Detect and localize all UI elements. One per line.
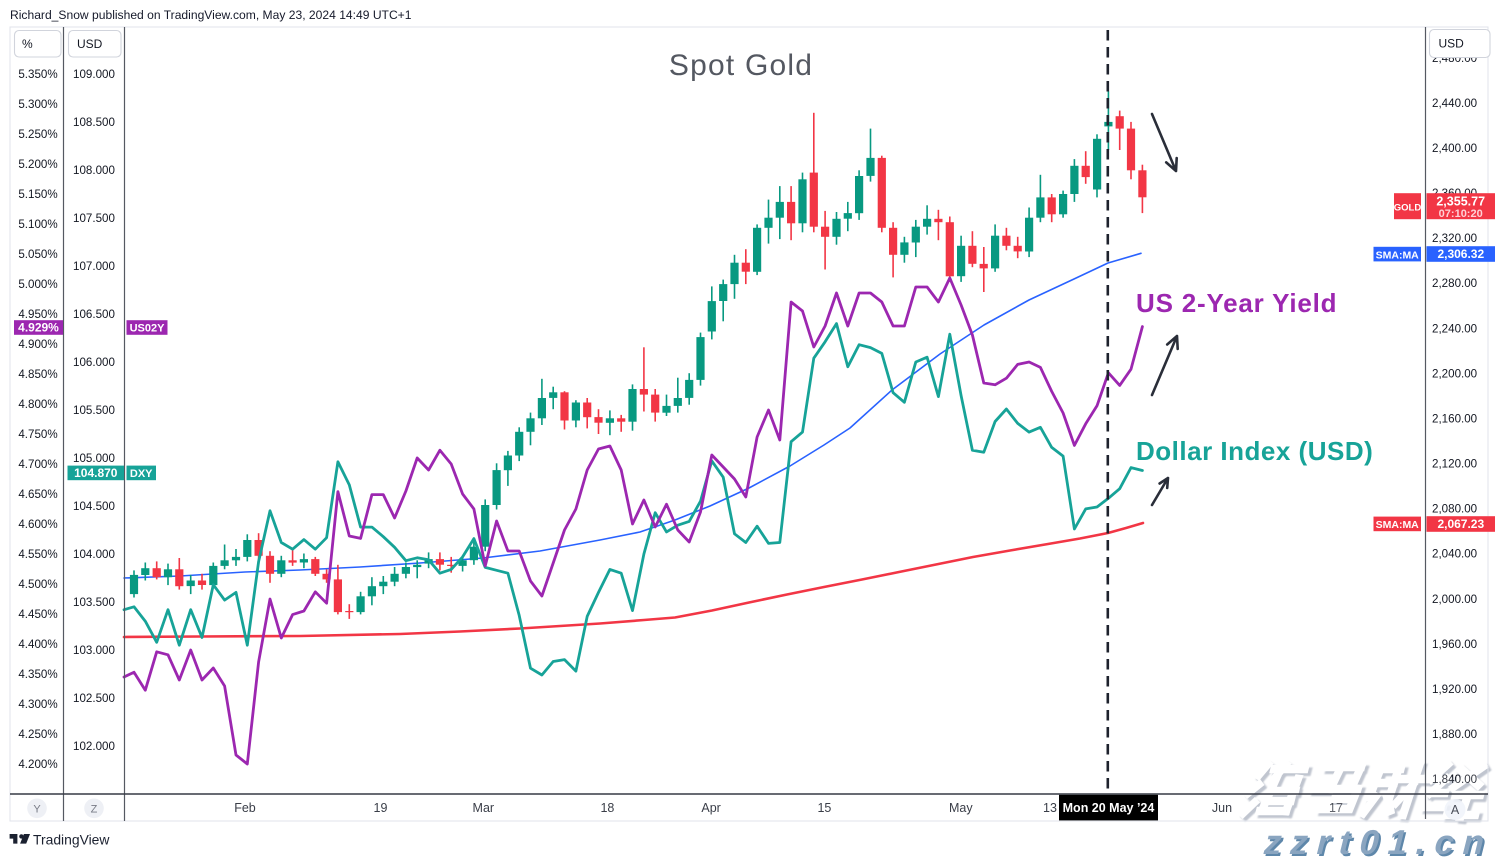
- svg-text:107.500: 107.500: [73, 212, 115, 225]
- svg-text:108.000: 108.000: [73, 164, 115, 177]
- svg-text:2,080.00: 2,080.00: [1432, 503, 1477, 516]
- svg-text:4.350%: 4.350%: [18, 668, 57, 681]
- svg-text:2,067.23: 2,067.23: [1437, 517, 1484, 531]
- svg-text:Feb: Feb: [234, 801, 256, 815]
- svg-text:104.870: 104.870: [74, 466, 118, 480]
- svg-text:104.000: 104.000: [73, 548, 115, 561]
- svg-text:5.350%: 5.350%: [18, 68, 57, 81]
- svg-text:2,320.00: 2,320.00: [1432, 232, 1477, 245]
- svg-text:4.700%: 4.700%: [18, 458, 57, 471]
- svg-text:2,200.00: 2,200.00: [1432, 367, 1477, 380]
- svg-text:13: 13: [1043, 801, 1057, 815]
- svg-text:4.950%: 4.950%: [18, 308, 57, 321]
- svg-text:07:10:20: 07:10:20: [1439, 208, 1483, 220]
- svg-text:Y: Y: [33, 803, 41, 815]
- svg-text:5.000%: 5.000%: [18, 278, 57, 291]
- svg-text:5.250%: 5.250%: [18, 128, 57, 141]
- svg-text:1,840.00: 1,840.00: [1432, 773, 1477, 786]
- svg-text:2,040.00: 2,040.00: [1432, 548, 1477, 561]
- svg-text:Richard_Snow published on Trad: Richard_Snow published on TradingView.co…: [10, 8, 412, 22]
- svg-text:106.000: 106.000: [73, 356, 115, 369]
- svg-text:May: May: [949, 801, 973, 815]
- svg-text:4.800%: 4.800%: [18, 398, 57, 411]
- svg-text:5.050%: 5.050%: [18, 248, 57, 261]
- svg-text:102.000: 102.000: [73, 740, 115, 753]
- svg-text:2,000.00: 2,000.00: [1432, 593, 1477, 606]
- svg-text:4.450%: 4.450%: [18, 608, 57, 621]
- svg-text:2,160.00: 2,160.00: [1432, 413, 1477, 426]
- svg-text:USD: USD: [77, 37, 103, 51]
- svg-text:2,306.32: 2,306.32: [1437, 247, 1484, 261]
- svg-text:5.150%: 5.150%: [18, 188, 57, 201]
- svg-text:TradingView: TradingView: [33, 831, 110, 847]
- svg-text:105.000: 105.000: [73, 452, 115, 465]
- svg-text:US02Y: US02Y: [130, 323, 166, 335]
- svg-text:4.250%: 4.250%: [18, 728, 57, 741]
- svg-text:1,960.00: 1,960.00: [1432, 638, 1477, 651]
- svg-text:4.200%: 4.200%: [18, 758, 57, 771]
- svg-text:SMA:MA: SMA:MA: [1376, 249, 1420, 261]
- svg-text:2,355.77: 2,355.77: [1436, 194, 1485, 208]
- svg-text:106.500: 106.500: [73, 308, 115, 321]
- svg-text:4.929%: 4.929%: [18, 321, 59, 335]
- svg-text:109.000: 109.000: [73, 68, 115, 81]
- svg-text:107.000: 107.000: [73, 260, 115, 273]
- svg-text:15: 15: [817, 801, 831, 815]
- svg-text:A: A: [1451, 803, 1460, 817]
- svg-text:4.500%: 4.500%: [18, 578, 57, 591]
- svg-text:18: 18: [600, 801, 614, 815]
- svg-text:Apr: Apr: [701, 801, 720, 815]
- svg-text:2,440.00: 2,440.00: [1432, 97, 1477, 110]
- svg-text:US 2-Year Yield: US 2-Year Yield: [1136, 288, 1337, 318]
- svg-text:4.650%: 4.650%: [18, 488, 57, 501]
- svg-text:4.400%: 4.400%: [18, 638, 57, 651]
- svg-text:zzrt01.cn: zzrt01.cn: [1260, 823, 1498, 857]
- svg-text:Mar: Mar: [473, 801, 495, 815]
- svg-text:103.500: 103.500: [73, 596, 115, 609]
- svg-text:Dollar Index (USD): Dollar Index (USD): [1136, 436, 1373, 466]
- svg-text:%: %: [22, 37, 33, 51]
- svg-text:4.600%: 4.600%: [18, 518, 57, 531]
- svg-text:104.500: 104.500: [73, 500, 115, 513]
- svg-text:zzrt01.cn: zzrt01.cn: [1262, 825, 1499, 857]
- svg-text:102.500: 102.500: [73, 692, 115, 705]
- svg-text:4.850%: 4.850%: [18, 368, 57, 381]
- svg-text:105.500: 105.500: [73, 404, 115, 417]
- svg-text:19: 19: [374, 801, 388, 815]
- svg-text:17: 17: [1329, 801, 1343, 815]
- svg-text:4.900%: 4.900%: [18, 338, 57, 351]
- svg-text:Z: Z: [91, 803, 98, 815]
- svg-text:4.550%: 4.550%: [18, 548, 57, 561]
- svg-text:2,400.00: 2,400.00: [1432, 142, 1477, 155]
- svg-text:103.000: 103.000: [73, 644, 115, 657]
- svg-text:Jun: Jun: [1212, 801, 1232, 815]
- svg-text:5.300%: 5.300%: [18, 98, 57, 111]
- svg-text:GOLD: GOLD: [1394, 202, 1422, 213]
- svg-text:5.200%: 5.200%: [18, 158, 57, 171]
- svg-text:Mon 20 May ’24: Mon 20 May ’24: [1063, 801, 1155, 815]
- svg-text:1,920.00: 1,920.00: [1432, 683, 1477, 696]
- svg-text:1,880.00: 1,880.00: [1432, 728, 1477, 741]
- svg-text:108.500: 108.500: [73, 116, 115, 129]
- svg-text:SMA:MA: SMA:MA: [1376, 519, 1420, 531]
- svg-text:USD: USD: [1439, 37, 1465, 51]
- svg-text:4.300%: 4.300%: [18, 698, 57, 711]
- svg-text:2,240.00: 2,240.00: [1432, 322, 1477, 335]
- svg-text:2,120.00: 2,120.00: [1432, 458, 1477, 471]
- svg-text:Spot Gold: Spot Gold: [669, 49, 813, 82]
- svg-text:4.750%: 4.750%: [18, 428, 57, 441]
- svg-text:2,280.00: 2,280.00: [1432, 277, 1477, 290]
- svg-text:5.100%: 5.100%: [18, 218, 57, 231]
- svg-text:DXY: DXY: [130, 468, 153, 480]
